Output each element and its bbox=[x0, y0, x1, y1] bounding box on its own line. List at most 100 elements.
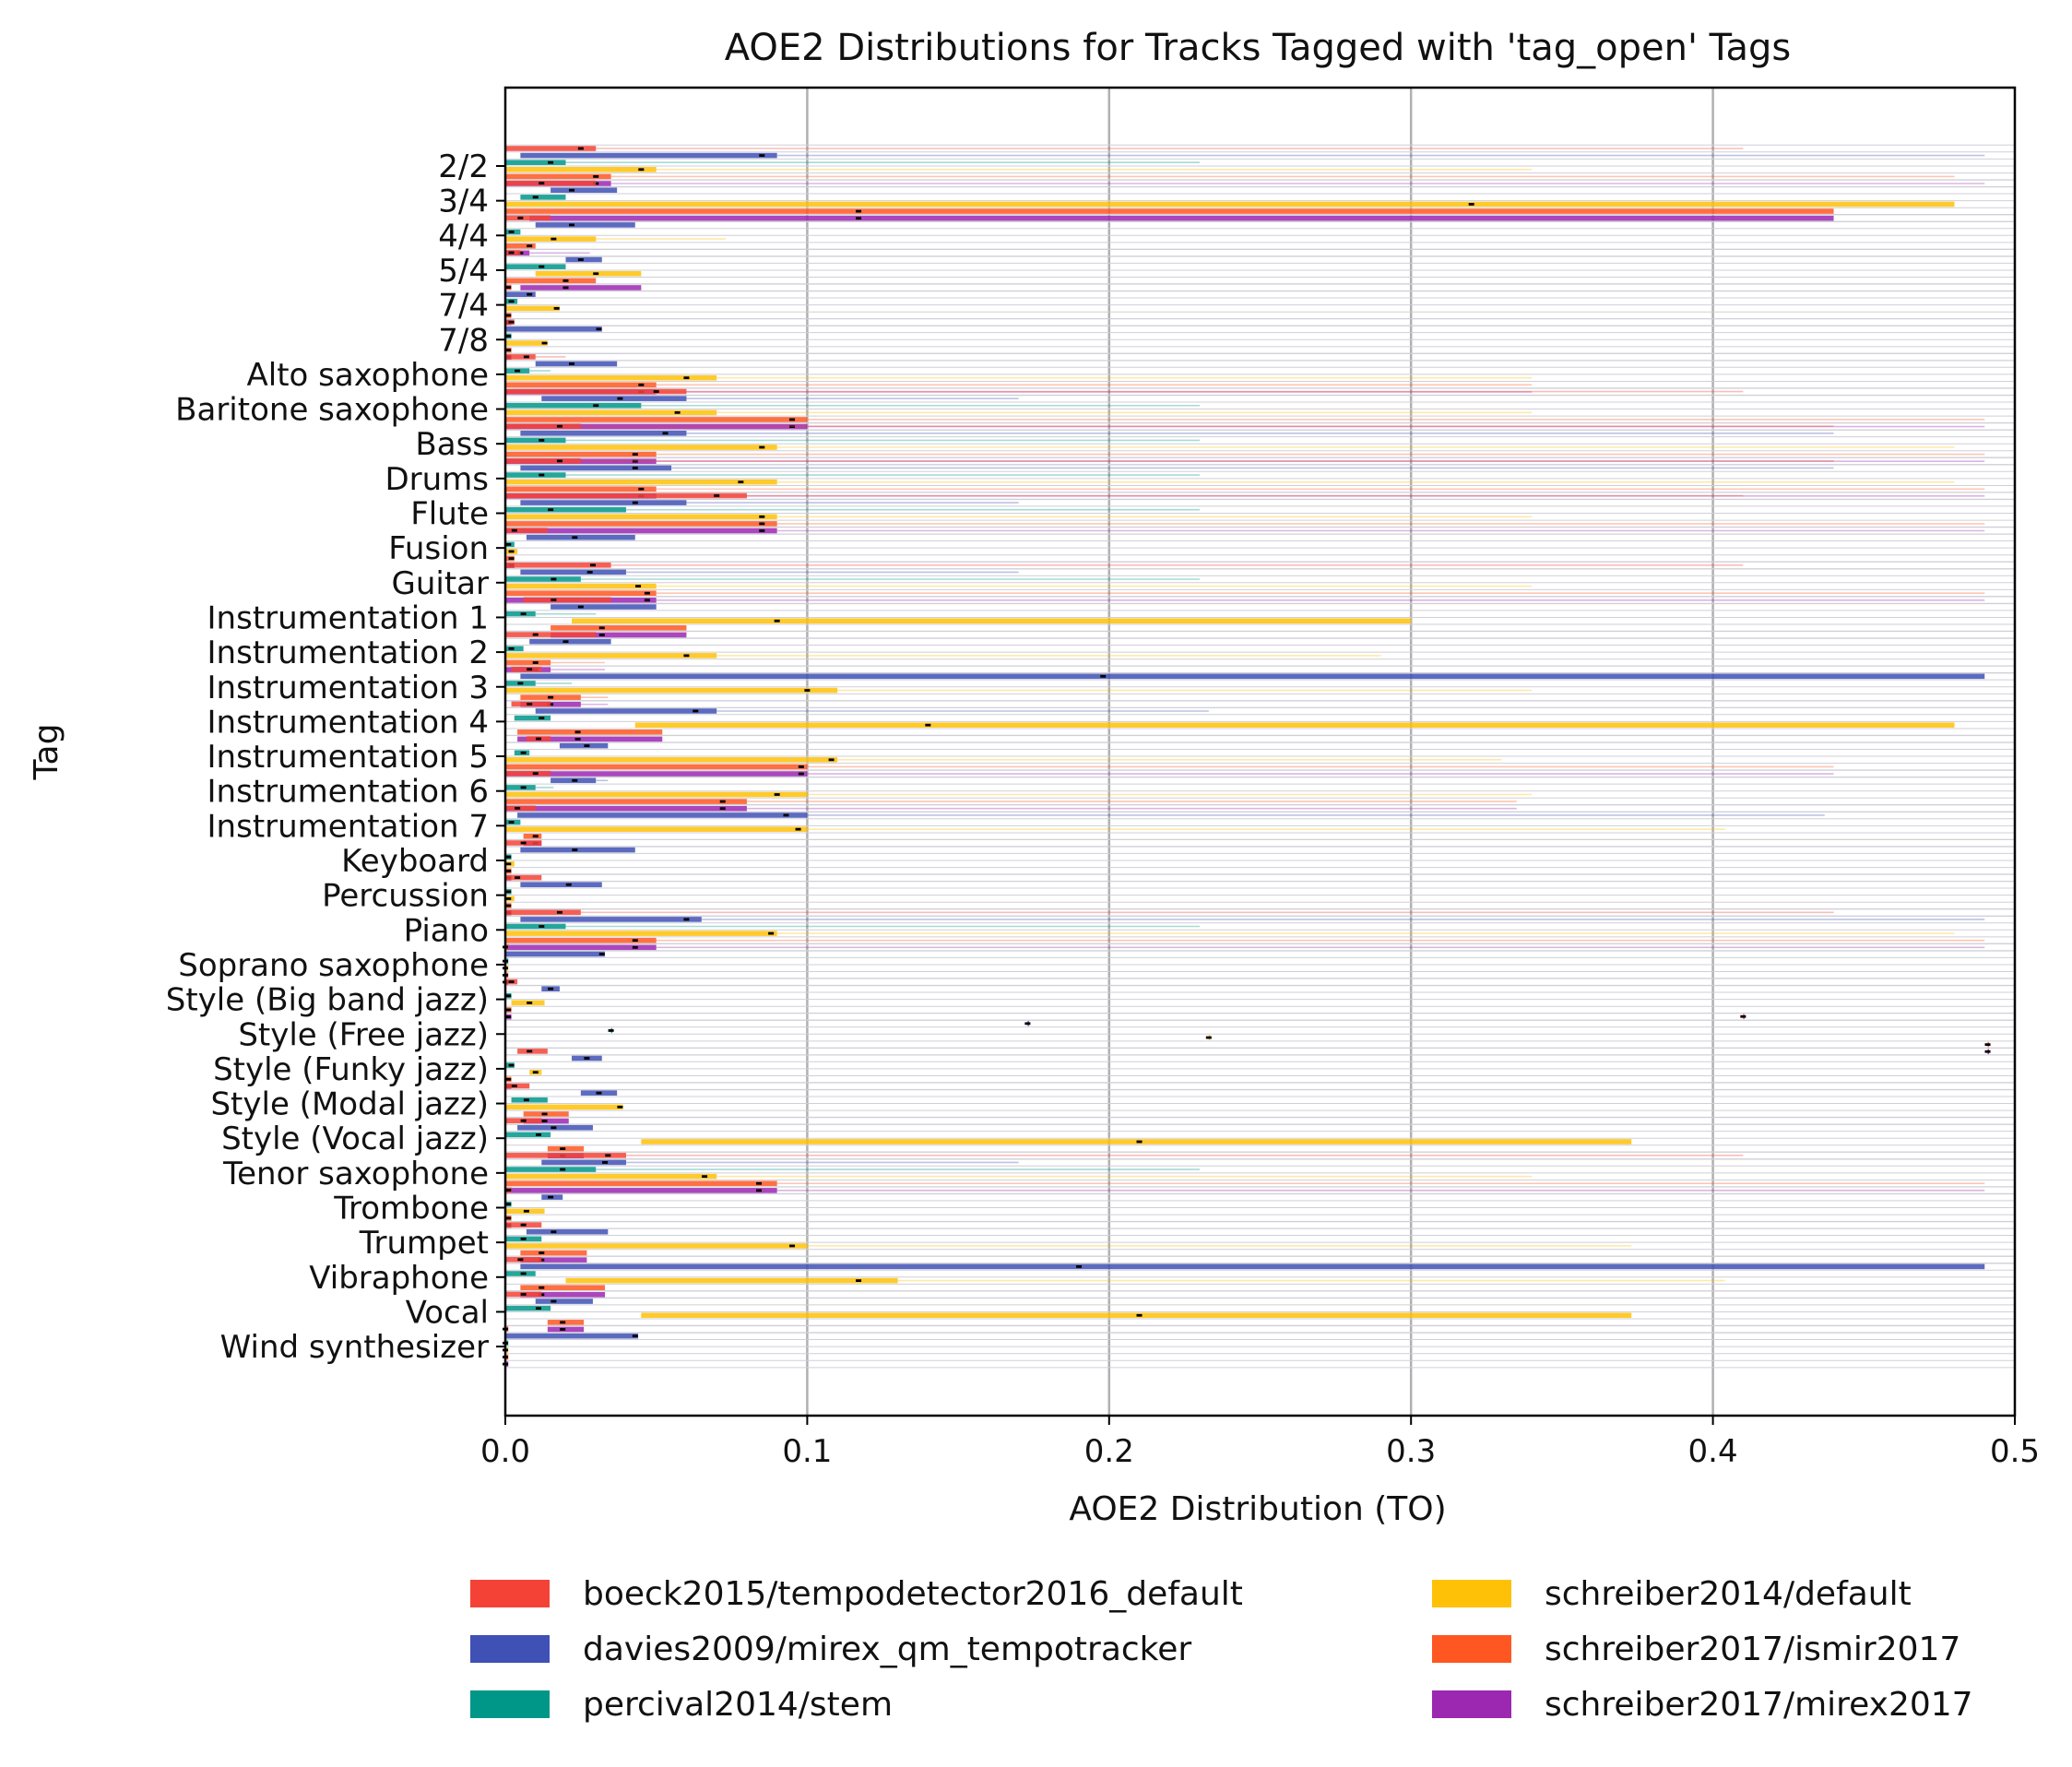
median-marker bbox=[1136, 1313, 1143, 1317]
median-marker bbox=[789, 418, 796, 421]
box bbox=[505, 514, 777, 520]
median-marker bbox=[548, 987, 554, 990]
median-marker bbox=[541, 341, 548, 345]
legend-label: schreiber2017/ismir2017 bbox=[1545, 1630, 1961, 1668]
median-marker bbox=[520, 1237, 527, 1240]
median-marker bbox=[520, 1272, 527, 1275]
box bbox=[520, 465, 672, 471]
legend-label: schreiber2017/mirex2017 bbox=[1545, 1685, 1973, 1724]
median-marker bbox=[1136, 1140, 1143, 1144]
box bbox=[572, 618, 1412, 624]
legend-swatch bbox=[470, 1635, 550, 1663]
y-tick-label: Flute bbox=[410, 496, 489, 533]
x-tick-label: 0.1 bbox=[782, 1433, 832, 1470]
box-group bbox=[505, 423, 1985, 464]
median-marker bbox=[508, 231, 515, 233]
box bbox=[505, 340, 548, 346]
median-marker bbox=[662, 432, 669, 435]
median-marker bbox=[638, 168, 645, 172]
x-tick-label: 0.2 bbox=[1084, 1433, 1134, 1470]
median-marker bbox=[556, 424, 562, 428]
box bbox=[505, 770, 551, 777]
median-marker bbox=[548, 508, 554, 512]
box bbox=[535, 1299, 593, 1304]
legend-item: percival2014/stem bbox=[470, 1685, 894, 1724]
box bbox=[505, 1257, 542, 1263]
y-tick-label: Percussion bbox=[322, 878, 489, 915]
box bbox=[523, 833, 542, 839]
box bbox=[526, 534, 635, 540]
box bbox=[505, 1271, 536, 1276]
median-marker bbox=[523, 1209, 529, 1213]
median-marker bbox=[584, 744, 590, 748]
box bbox=[505, 1305, 551, 1311]
median-marker bbox=[632, 467, 638, 469]
box bbox=[505, 805, 747, 812]
median-marker bbox=[505, 1203, 512, 1206]
median-marker bbox=[632, 945, 638, 949]
box bbox=[520, 847, 635, 853]
median-marker bbox=[1984, 1050, 1991, 1053]
box bbox=[505, 1188, 777, 1193]
median-marker bbox=[515, 806, 521, 810]
box bbox=[505, 590, 657, 596]
median-marker bbox=[1076, 1265, 1083, 1268]
median-marker bbox=[759, 445, 765, 449]
box bbox=[505, 374, 717, 381]
legend-item: davies2009/mirex_qm_tempotracker bbox=[470, 1631, 1191, 1668]
box bbox=[505, 243, 536, 249]
box bbox=[505, 451, 657, 457]
median-marker bbox=[738, 480, 744, 484]
median-marker bbox=[596, 1091, 602, 1095]
median-marker bbox=[632, 453, 638, 456]
median-marker bbox=[719, 800, 726, 803]
box bbox=[505, 646, 524, 652]
box bbox=[505, 611, 536, 617]
median-marker bbox=[551, 237, 557, 241]
median-marker bbox=[756, 1189, 763, 1192]
median-marker bbox=[508, 980, 515, 983]
median-marker bbox=[856, 1279, 862, 1282]
median-marker bbox=[548, 1195, 554, 1199]
y-axis-label: Tag bbox=[28, 724, 65, 781]
median-marker bbox=[551, 1230, 557, 1234]
median-marker bbox=[768, 931, 775, 935]
box bbox=[505, 305, 560, 312]
box bbox=[505, 472, 566, 478]
box bbox=[505, 1243, 808, 1249]
box bbox=[526, 1228, 609, 1235]
median-marker bbox=[532, 661, 539, 664]
median-marker bbox=[702, 1175, 708, 1179]
median-marker bbox=[532, 772, 539, 776]
median-marker bbox=[683, 918, 690, 921]
median-marker bbox=[527, 244, 533, 248]
median-marker bbox=[598, 634, 605, 636]
box bbox=[505, 492, 747, 499]
chart-title: AOE2 Distributions for Tracks Tagged wit… bbox=[725, 27, 1792, 69]
median-marker bbox=[719, 807, 726, 811]
legend-swatch bbox=[1432, 1635, 1511, 1663]
median-marker bbox=[505, 855, 512, 859]
median-marker bbox=[759, 154, 765, 157]
median-marker bbox=[577, 258, 584, 261]
y-tick-label: Trombone bbox=[333, 1191, 489, 1227]
box bbox=[505, 167, 657, 172]
box bbox=[505, 382, 657, 388]
median-marker bbox=[551, 1126, 557, 1130]
y-tick-label: Instrumentation 7 bbox=[207, 808, 489, 845]
y-tick-label: Bass bbox=[415, 426, 489, 463]
box bbox=[505, 354, 536, 360]
median-marker bbox=[536, 1307, 542, 1310]
median-marker bbox=[638, 383, 645, 386]
median-marker bbox=[759, 529, 765, 532]
y-tick-label: Keyboard bbox=[341, 843, 489, 880]
median-marker bbox=[1205, 1036, 1212, 1039]
box bbox=[520, 569, 626, 575]
median-marker bbox=[539, 439, 545, 442]
median-marker bbox=[505, 870, 512, 872]
median-marker bbox=[556, 459, 562, 463]
median-marker bbox=[508, 557, 515, 560]
x-axis: 0.0 0.1 0.2 0.3 0.4 0.5 bbox=[480, 1416, 2040, 1470]
legend-label: percival2014/stem bbox=[583, 1685, 894, 1724]
box bbox=[641, 1312, 1632, 1319]
